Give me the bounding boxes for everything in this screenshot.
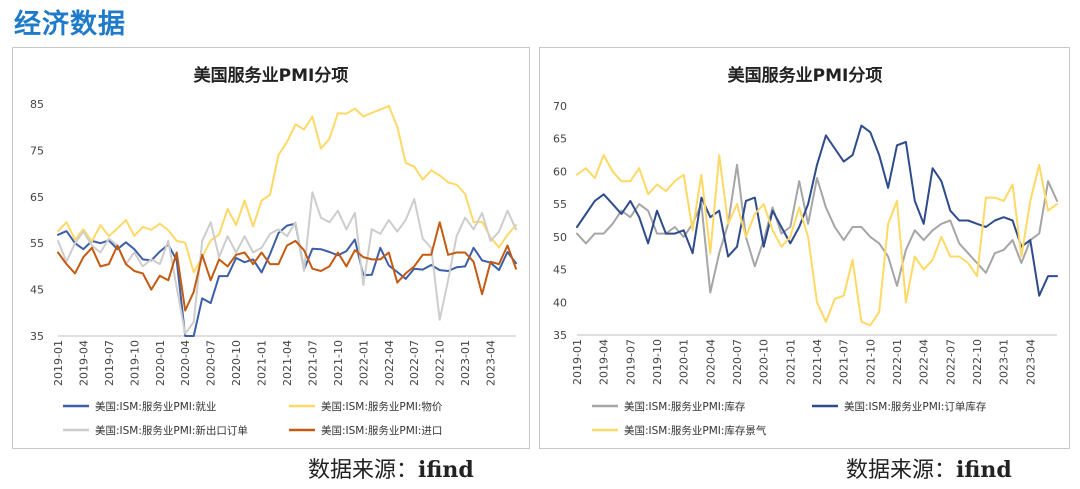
y-tick-label: 85: [30, 98, 44, 111]
x-tick-label: 2021-04: [281, 340, 294, 386]
y-tick-label: 35: [30, 330, 44, 343]
x-tick-label: 2019-04: [598, 339, 611, 385]
x-tick-label: 2023-01: [459, 340, 472, 386]
x-tick-label: 2022-01: [357, 340, 370, 386]
y-tick-label: 60: [553, 165, 567, 178]
series-line: [576, 163, 1058, 294]
x-tick-label: 2022-04: [918, 339, 931, 385]
chart-title: 美国服务业PMI分项: [728, 65, 883, 86]
y-tick-label: 75: [30, 144, 44, 157]
x-tick-label: 2021-01: [256, 340, 269, 386]
x-tick-label: 2020-07: [205, 340, 218, 386]
x-tick-label: 2022-07: [408, 340, 421, 386]
chart-title: 美国服务业PMI分项: [194, 65, 349, 86]
y-tick-label: 45: [553, 264, 567, 277]
series-line: [576, 124, 1058, 297]
x-tick-label: 2019-01: [52, 340, 65, 386]
y-tick-label: 65: [553, 133, 567, 146]
x-tick-label: 2021-10: [864, 339, 877, 385]
series-line: [57, 222, 517, 337]
x-tick-label: 2021-01: [784, 339, 797, 385]
x-tick-label: 2019-04: [77, 340, 90, 386]
series-line: [57, 104, 517, 274]
chart-panel-right: 美国服务业PMI分项 35 40 45 50 55 60 65 70 2019-01 2019-04…: [539, 47, 1070, 449]
x-tick-label: 2023-01: [998, 339, 1011, 385]
x-tick-label: 2019-10: [651, 339, 664, 385]
x-tick-label: 2022-04: [383, 340, 396, 386]
y-tick-label: 65: [30, 191, 44, 204]
source-note-left: 数据来源：ifind: [308, 452, 474, 484]
x-tick-label: 2019-01: [571, 339, 584, 385]
x-tick-label: 2020-04: [704, 339, 717, 385]
x-tick-label: 2020-04: [179, 340, 192, 386]
source-label: 数据来源：: [846, 458, 957, 483]
x-tick-label: 2021-07: [838, 339, 851, 385]
x-tick-label: 2019-07: [103, 340, 116, 386]
legend-label: 美国:ISM:服务业PMI:就业: [95, 400, 216, 413]
x-tick-label: 2023-04: [1024, 339, 1037, 385]
y-tick-label: 55: [30, 237, 44, 250]
x-tick-label: 2020-01: [154, 340, 167, 386]
x-tick-label: 2022-07: [944, 339, 957, 385]
legend-label: 美国:ISM:服务业PMI:订单库存: [844, 400, 987, 413]
x-tick-label: 2023-04: [485, 340, 498, 386]
legend-label: 美国:ISM:服务业PMI:物价: [321, 400, 443, 413]
chart-panel-left: 美国服务业PMI分项 35 45 55 65 75 85 2019-01 2019-04 2019…: [12, 47, 530, 449]
x-tick-label: 2020-10: [758, 339, 771, 385]
chart-left: 美国服务业PMI分项 35 45 55 65 75 85 2019-01 2019-04 2019…: [30, 65, 517, 437]
y-tick-label: 55: [553, 198, 567, 211]
x-tick-label: 2019-07: [624, 339, 637, 385]
legend-label: 美国:ISM:服务业PMI:进口: [321, 424, 442, 437]
x-tick-label: 2022-10: [971, 339, 984, 385]
x-tick-label: 2021-10: [332, 340, 345, 386]
x-tick-label: 2022-01: [891, 339, 904, 385]
y-tick-label: 35: [553, 329, 567, 342]
series-line: [576, 154, 1058, 327]
x-tick-label: 2021-07: [306, 340, 319, 386]
y-tick-label: 40: [553, 296, 567, 309]
source-note-right: 数据来源：ifind: [846, 452, 1012, 484]
y-tick-label: 70: [553, 100, 567, 113]
chart-right: 美国服务业PMI分项 35 40 45 50 55 60 65 70 2019-01 2019-04…: [553, 65, 1058, 437]
x-tick-label: 2020-10: [230, 340, 243, 386]
y-tick-label: 50: [553, 231, 567, 244]
source-label: 数据来源：: [308, 458, 419, 483]
x-tick-label: 2019-10: [128, 340, 141, 386]
source-value: ifind: [418, 457, 474, 483]
x-tick-label: 2021-04: [811, 339, 824, 385]
series-line: [57, 191, 517, 335]
y-tick-label: 45: [30, 284, 44, 297]
x-tick-label: 2020-07: [731, 339, 744, 385]
series-line: [57, 221, 517, 312]
x-tick-label: 2022-10: [434, 340, 447, 386]
page-title: 经济数据: [14, 9, 126, 40]
legend-label: 美国:ISM:服务业PMI:库存景气: [624, 424, 767, 437]
legend-label: 美国:ISM:服务业PMI:新出口订单: [95, 424, 248, 437]
source-value: ifind: [956, 457, 1012, 483]
legend-label: 美国:ISM:服务业PMI:库存: [624, 400, 746, 413]
x-tick-label: 2020-01: [678, 339, 691, 385]
